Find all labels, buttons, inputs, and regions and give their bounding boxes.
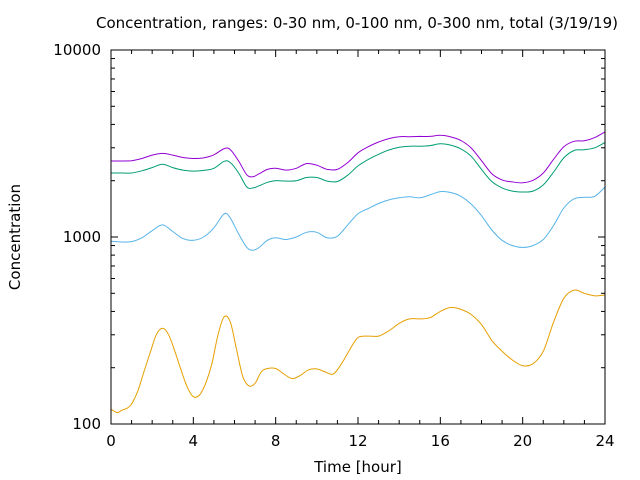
- y-tick-label: 10000: [53, 41, 101, 59]
- x-tick-label: 16: [431, 432, 450, 450]
- x-tick-label: 12: [348, 432, 367, 450]
- x-tick-label: 24: [595, 432, 614, 450]
- series-line-3: [111, 142, 606, 193]
- series-line-2: [110, 186, 606, 251]
- x-tick-label: 8: [271, 432, 281, 450]
- tick-layer: 0 4 8 12 16 20 24 100 1000 10000: [53, 41, 614, 450]
- series-line-4: [111, 131, 606, 184]
- y-tick-label: 100: [72, 415, 101, 433]
- x-tick-label: 20: [513, 432, 532, 450]
- chart-title: Concentration, ranges: 0-30 nm, 0-100 nm…: [96, 14, 618, 32]
- y-axis-label: Concentration: [6, 184, 24, 290]
- x-tick-label: 0: [106, 432, 116, 450]
- y-tick-label: 1000: [63, 228, 101, 246]
- x-tick-label: 4: [189, 432, 199, 450]
- x-axis-label: Time [hour]: [313, 458, 402, 476]
- series-line-1: [110, 289, 606, 414]
- plot-frame: [110, 49, 606, 425]
- series-layer: [110, 131, 606, 414]
